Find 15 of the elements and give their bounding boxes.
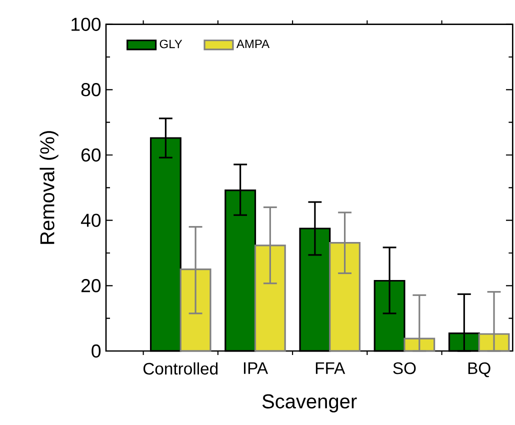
y-tick-label: 80 <box>81 83 101 96</box>
y-tick-label: 0 <box>92 344 101 358</box>
y-tick-label: 40 <box>80 214 101 227</box>
y-tick-label: 60 <box>81 148 101 162</box>
x-axis-title: Scavenger <box>262 394 357 412</box>
y-tick-label: 100 <box>72 18 101 31</box>
y-tick-label: 20 <box>81 279 101 292</box>
x-tick-label: FFA <box>316 362 346 374</box>
legend-label: AMPA <box>236 40 270 48</box>
x-tick-label: BQ <box>468 362 490 378</box>
x-tick-label: Controlled <box>143 362 218 375</box>
x-tick-label: SO <box>393 362 416 374</box>
legend-label: GLY <box>160 40 182 48</box>
x-tick-label: IPA <box>244 362 268 374</box>
y-axis-title: Removal (%) <box>40 131 58 244</box>
